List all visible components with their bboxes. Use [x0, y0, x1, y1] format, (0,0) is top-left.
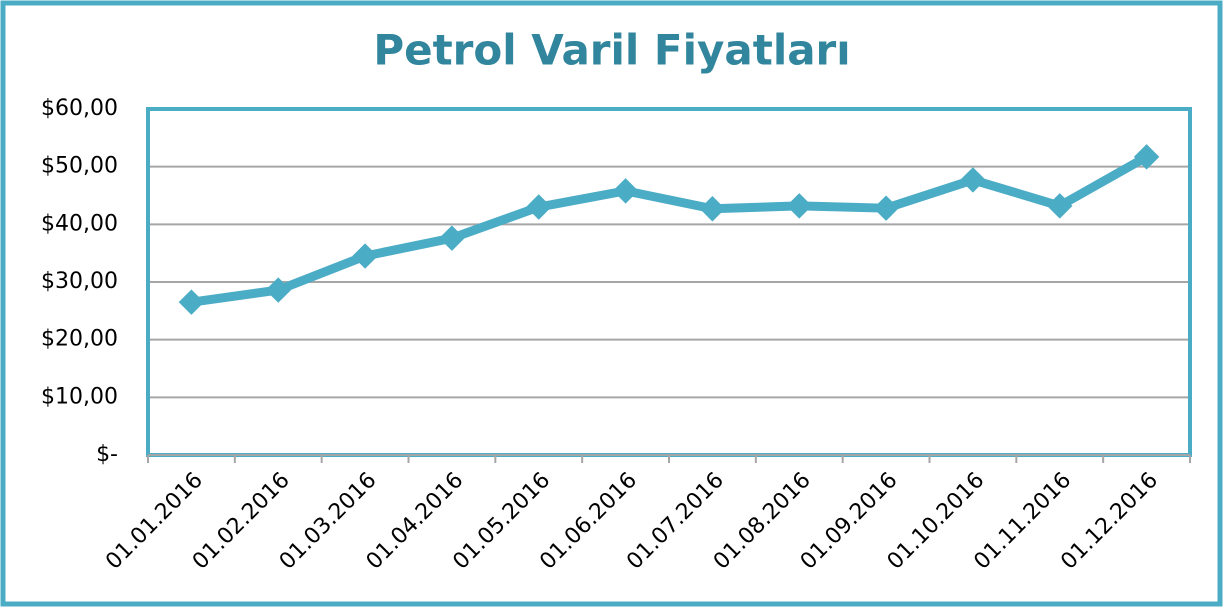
- data-point: [265, 277, 291, 303]
- data-point: [178, 289, 205, 315]
- y-tick-label: $60,00: [41, 96, 118, 121]
- y-tick-label: $40,00: [41, 211, 118, 236]
- data-point: [699, 196, 726, 222]
- chart-title: Petrol Varil Fiyatları: [373, 26, 850, 75]
- y-tick-label: $10,00: [41, 384, 118, 409]
- data-point: [439, 225, 465, 251]
- y-tick-label: $20,00: [41, 327, 118, 352]
- data-point: [526, 194, 552, 220]
- data-point: [786, 193, 812, 219]
- data-point: [873, 195, 899, 221]
- y-tick-label: $50,00: [41, 154, 118, 179]
- y-tick-label: $30,00: [41, 269, 118, 294]
- data-point: [612, 178, 639, 204]
- y-tick-label: $-: [96, 442, 118, 467]
- data-point: [960, 167, 986, 193]
- data-line: [190, 152, 1149, 307]
